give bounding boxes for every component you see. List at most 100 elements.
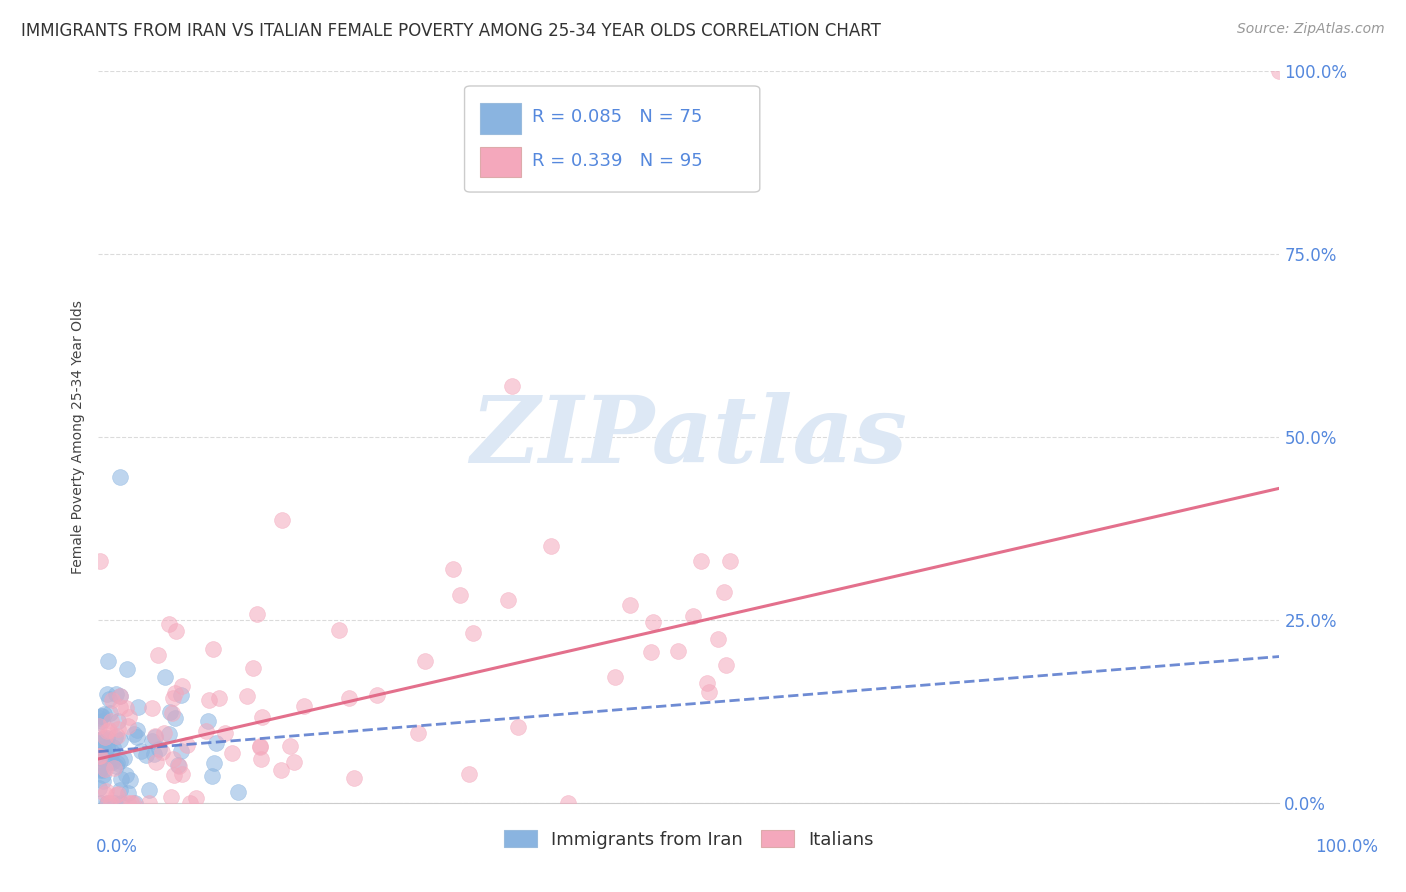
Point: [159, 705, 181, 719]
Point: [125, 731, 148, 745]
Point: [170, 766, 193, 780]
Legend: Immigrants from Iran, Italians: Immigrants from Iran, Italians: [498, 822, 880, 856]
Point: [89, 742, 111, 756]
Point: [250, 710, 273, 724]
FancyBboxPatch shape: [464, 86, 759, 192]
Point: [270, 763, 292, 777]
Point: [540, 539, 562, 553]
Point: [103, 761, 125, 775]
Point: [157, 727, 180, 741]
Point: [94, 744, 117, 758]
Text: IMMIGRANTS FROM IRAN VS ITALIAN FEMALE POVERTY AMONG 25-34 YEAR OLDS CORRELATION: IMMIGRANTS FROM IRAN VS ITALIAN FEMALE P…: [21, 22, 882, 40]
Point: [105, 789, 128, 803]
Point: [249, 752, 271, 766]
Point: [159, 617, 181, 632]
Point: [108, 689, 131, 703]
Point: [153, 725, 176, 739]
Point: [226, 784, 249, 798]
Point: [716, 658, 738, 673]
Point: [103, 796, 125, 810]
Point: [208, 690, 231, 705]
Point: [138, 796, 160, 810]
Point: [153, 670, 176, 684]
Point: [117, 786, 139, 800]
Point: [105, 730, 128, 744]
Point: [90, 758, 112, 772]
Point: [107, 787, 129, 801]
Point: [122, 796, 145, 810]
Point: [89, 711, 111, 725]
Point: [91, 768, 114, 782]
Point: [89, 764, 111, 778]
Point: [108, 689, 131, 703]
Point: [96, 723, 118, 738]
Point: [135, 747, 157, 762]
Point: [89, 733, 111, 747]
Point: [162, 752, 184, 766]
Point: [89, 780, 111, 795]
Point: [93, 752, 115, 766]
Text: 0.0%: 0.0%: [96, 838, 138, 856]
Point: [697, 685, 720, 699]
Point: [163, 768, 186, 782]
Point: [141, 701, 163, 715]
Point: [145, 755, 167, 769]
Point: [720, 554, 742, 568]
Point: [292, 698, 315, 713]
Point: [91, 714, 114, 729]
Point: [179, 796, 201, 810]
Point: [129, 744, 152, 758]
Point: [118, 772, 141, 787]
Point: [89, 554, 111, 568]
Point: [150, 745, 173, 759]
Point: [90, 709, 112, 723]
Point: [91, 731, 114, 745]
Point: [110, 772, 132, 787]
Point: [278, 739, 301, 753]
Point: [413, 654, 436, 668]
Point: [112, 751, 135, 765]
Point: [197, 693, 219, 707]
Point: [366, 688, 388, 702]
Point: [249, 739, 271, 754]
Point: [270, 513, 292, 527]
Point: [108, 754, 131, 768]
Point: [201, 769, 224, 783]
Point: [666, 644, 689, 658]
Point: [221, 746, 243, 760]
Point: [242, 661, 264, 675]
Point: [408, 726, 430, 740]
Point: [122, 727, 145, 741]
Point: [96, 740, 118, 755]
Point: [98, 692, 121, 706]
Point: [120, 796, 142, 810]
Point: [165, 624, 187, 639]
Point: [696, 676, 718, 690]
Point: [104, 758, 127, 772]
Point: [619, 599, 641, 613]
Point: [170, 744, 193, 758]
Point: [94, 783, 117, 797]
Point: [236, 689, 259, 703]
Point: [249, 739, 271, 753]
Point: [98, 755, 121, 769]
Point: [114, 768, 136, 782]
Bar: [479, 103, 522, 134]
Point: [87, 714, 110, 729]
Point: [101, 745, 124, 759]
Point: [87, 719, 110, 733]
Point: [104, 730, 127, 744]
Point: [202, 642, 225, 657]
Point: [343, 771, 366, 785]
Point: [148, 742, 170, 756]
Point: [124, 796, 146, 810]
Point: [96, 796, 118, 810]
Point: [101, 693, 124, 707]
Point: [107, 722, 129, 736]
Point: [96, 731, 118, 745]
Point: [108, 733, 131, 747]
Point: [640, 645, 662, 659]
Text: 100.0%: 100.0%: [1315, 838, 1378, 856]
Point: [117, 796, 139, 810]
Point: [167, 757, 190, 772]
